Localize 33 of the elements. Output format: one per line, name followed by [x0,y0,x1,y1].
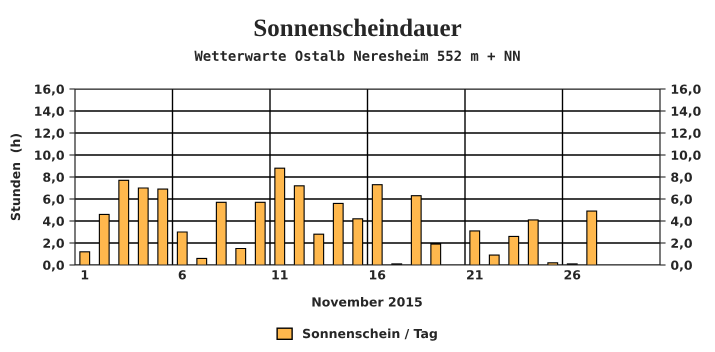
y-tick-label: 4,0 [43,216,64,228]
y-tick-label: 2,0 [43,238,64,250]
y-tick-label: 14,0 [35,106,64,118]
y2-tick-label: 0,0 [671,260,692,272]
y-axis-title: Stunden (h) [10,134,22,220]
y2-tick-label: 10,0 [672,150,701,162]
y-tick-label: 8,0 [43,172,64,184]
y2-tick-label: 14,0 [672,106,701,118]
bar [547,262,558,265]
y-tick-label: 0,0 [43,260,64,272]
y-tick-label: 10,0 [35,150,64,162]
chart-title: Sonnenscheindauer [254,18,462,36]
y-tick-label: 6,0 [43,194,64,206]
y-tick-label: 12,0 [35,128,64,140]
y2-tick-label: 6,0 [671,194,692,206]
y-tick-label: 16,0 [35,84,64,96]
x-tick-label: 11 [272,270,288,280]
y2-tick-label: 2,0 [671,238,692,250]
x-tick-label: 1 [82,270,88,280]
x-tick-label: 16 [370,270,386,280]
x-tick-label: 21 [467,270,483,280]
bar [488,254,500,265]
y2-tick-label: 16,0 [672,84,701,96]
x-axis-title: November 2015 [312,296,422,307]
bar [235,248,246,265]
bar [79,251,90,265]
legend-label: Sonnenschein / Tag [303,328,437,341]
y2-tick-label: 4,0 [670,216,692,228]
y2-tick-label: 12,0 [672,128,701,140]
x-tick-label: 6 [178,270,186,280]
chart-subtitle: Wetterwarte Ostalb Neresheim 552 m + NN [194,50,520,62]
x-tick-label: 26 [564,270,580,280]
y2-tick-label: 8,0 [671,172,692,184]
